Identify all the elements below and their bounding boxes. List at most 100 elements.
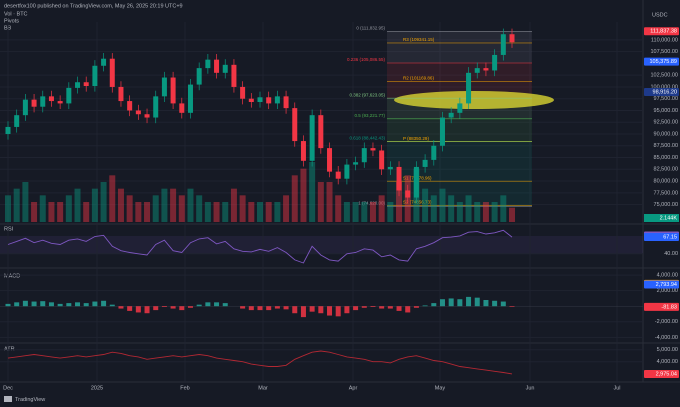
histogram-bar xyxy=(127,306,133,311)
histogram-bar xyxy=(335,306,341,317)
volume-bar xyxy=(482,202,489,222)
candle-body xyxy=(118,86,124,102)
price-tag-label: 111,837.38 xyxy=(650,29,677,35)
volume-bar xyxy=(430,195,437,222)
x-tick-label: 2025 xyxy=(91,385,103,391)
histogram-bar xyxy=(300,306,306,318)
candle-body xyxy=(22,99,28,116)
histogram-bar xyxy=(83,303,89,307)
indicator-line xyxy=(7,229,513,264)
candle-body xyxy=(66,87,72,104)
x-tick-label: Jul xyxy=(613,385,620,391)
histogram-bar xyxy=(92,301,98,307)
histogram-bar xyxy=(101,300,107,307)
volume-bar xyxy=(283,195,290,222)
price-tag xyxy=(644,302,679,311)
candle-body xyxy=(353,162,359,165)
histogram-bar xyxy=(205,302,211,307)
histogram-bar xyxy=(266,306,272,311)
histogram-bar xyxy=(179,306,185,311)
volume-bar xyxy=(22,182,29,222)
candle-body xyxy=(40,96,46,107)
volume-bar xyxy=(39,195,46,222)
fib-label: 0.5 (93,221.77) xyxy=(354,113,385,118)
volume-bar xyxy=(239,195,246,222)
indicator-line xyxy=(7,350,513,375)
y-tick-label: 40.00 xyxy=(664,251,678,257)
candle-body xyxy=(5,126,11,134)
histogram-bar xyxy=(509,306,515,307)
candle-body xyxy=(274,96,280,104)
volume-bar xyxy=(187,188,194,222)
price-tag-label: 98,916.20 xyxy=(653,89,677,95)
histogram-bar xyxy=(492,300,498,307)
histogram-bar xyxy=(214,302,220,307)
volume-bar xyxy=(213,202,220,222)
pivot-label: R2 (101169.86) xyxy=(403,76,434,81)
y-tick-label: 107,500.00 xyxy=(650,49,678,55)
histogram-bar xyxy=(448,298,454,307)
candle-body xyxy=(422,159,428,167)
histogram-bar xyxy=(257,306,263,311)
y-tick-label: 97,500.00 xyxy=(654,96,678,102)
histogram-bar xyxy=(483,300,489,307)
candle-body xyxy=(266,97,272,104)
price-tag xyxy=(644,280,679,289)
histogram-bar xyxy=(31,301,37,307)
volume-bar xyxy=(422,188,429,222)
y-tick-label: -4,000.00 xyxy=(655,335,678,341)
volume-bar xyxy=(343,202,350,222)
y-tick-label: 77,500.00 xyxy=(654,190,678,196)
y-tick-label: 80,000.00 xyxy=(654,179,678,185)
histogram-bar xyxy=(405,306,411,313)
volume-bar xyxy=(65,195,72,222)
volume-bar xyxy=(352,202,359,222)
histogram-bar xyxy=(187,306,193,308)
candle-body xyxy=(231,64,237,87)
candle-body xyxy=(396,166,402,191)
histogram-bar xyxy=(309,306,315,312)
volume-bar xyxy=(491,202,498,222)
fib-zone xyxy=(387,141,532,207)
volume-bar xyxy=(5,195,11,222)
volume-bar xyxy=(161,188,168,222)
candle-body xyxy=(127,101,133,111)
candle-body xyxy=(379,150,385,170)
y-tick-label: 82,500.00 xyxy=(654,167,678,173)
price-tag xyxy=(644,233,679,242)
y-tick-label: 87,500.00 xyxy=(654,143,678,149)
candle-body xyxy=(492,54,498,71)
y-tick-label: -2,000.00 xyxy=(655,319,678,325)
y-tick-label: 5,000.00 xyxy=(657,347,678,353)
volume-bar xyxy=(222,202,229,222)
y-tick-label: 92,500.00 xyxy=(654,120,678,126)
price-tag xyxy=(644,88,679,97)
candle-body xyxy=(344,164,350,179)
price-tag-label: 2,975.04 xyxy=(656,371,677,377)
candle-body xyxy=(83,82,89,86)
footer: TradingView xyxy=(15,397,45,403)
volume-bar xyxy=(13,188,20,222)
fib-zone xyxy=(387,31,532,64)
volume-bar xyxy=(361,202,368,222)
candle-body xyxy=(405,190,411,198)
x-tick-label: Mar xyxy=(258,385,268,391)
volume-bar xyxy=(230,188,237,222)
price-tag-label: 105,375.89 xyxy=(649,59,677,65)
candle-body xyxy=(144,114,150,118)
pivot-label: S2 (74856.73) xyxy=(403,199,432,204)
volume-bar xyxy=(178,195,185,222)
pivot-label: R3 (109341.15) xyxy=(403,37,435,42)
volume-bar xyxy=(135,202,142,222)
pane-title: MACD xyxy=(4,273,20,279)
histogram-bar xyxy=(240,306,246,309)
volume-bar xyxy=(257,202,263,222)
histogram-bar xyxy=(466,296,472,307)
volume-bar xyxy=(317,182,324,222)
histogram-bar xyxy=(327,306,333,316)
highlight xyxy=(394,91,554,109)
candle-body xyxy=(292,108,298,142)
volume-bar xyxy=(291,175,298,222)
fib-label: 1 (74,620.00) xyxy=(358,201,385,206)
